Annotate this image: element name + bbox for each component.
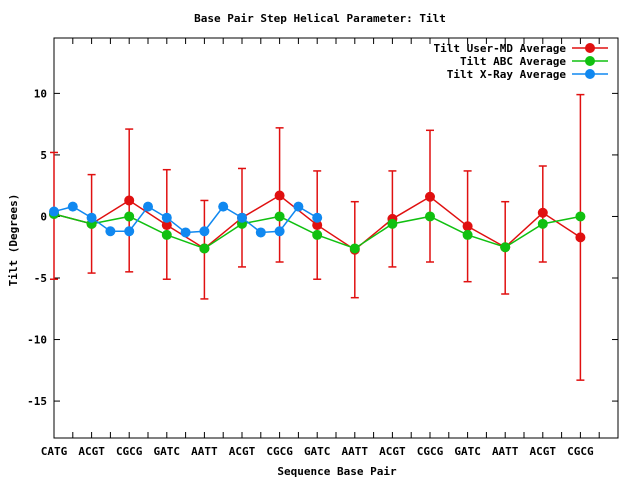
data-point [237,212,247,223]
y-tick-label: -15 [27,395,47,408]
data-point [161,229,172,240]
x-tick-label: CGCG [417,445,444,458]
data-point [575,232,586,243]
data-point [537,218,548,229]
y-tick-label: 10 [34,87,47,100]
y-tick-label: 0 [40,210,47,223]
data-point [218,201,229,212]
x-tick-label: CGCG [266,445,293,458]
data-point [274,226,285,237]
x-tick-label: ACGT [78,445,105,458]
legend-marker [585,43,595,53]
data-point [143,201,153,212]
x-tick-label: CGCG [116,445,143,458]
data-point [349,243,360,254]
data-point [49,206,59,217]
legend-label: Tilt X-Ray Average [447,68,567,81]
data-point [67,201,78,212]
x-tick-label: ACGT [229,445,256,458]
data-point [199,243,210,254]
legend-label: Tilt ABC Average [460,55,566,68]
x-axis: CATG ACGT CGCG GATC AATT ACGT CGCG GATC AATT ACGT… [41,38,619,458]
y-axis-label: Tilt (Degrees) [7,194,20,287]
data-point [293,201,304,212]
x-tick-label: CATG [41,445,68,458]
x-tick-label: ACGT [379,445,406,458]
x-tick-label: AATT [191,445,218,458]
data-point [312,212,323,223]
chart-title: Base Pair Step Helical Parameter: Tilt [194,12,446,25]
x-tick-label: CGCG [567,445,594,458]
data-point [124,195,135,206]
data-point [462,221,473,232]
data-point [105,226,116,237]
x-tick-label: AATT [492,445,519,458]
data-point [255,227,266,238]
data-point [161,212,172,223]
data-point [425,191,435,202]
data-point [312,220,323,231]
y-tick-label: 5 [40,149,47,162]
legend-marker [585,69,595,79]
x-tick-label: AATT [342,445,369,458]
data-point [274,190,285,201]
series-3 [49,201,323,238]
data-point [274,211,285,222]
x-tick-label: ACGT [530,445,557,458]
data-point [425,211,435,222]
data-point [161,220,172,231]
data-point [462,229,473,240]
legend-label: Tilt User-MD Average [434,42,567,55]
x-tick-label: GATC [454,445,481,458]
data-point [124,211,135,222]
x-tick-label: GATC [154,445,181,458]
y-tick-label: -10 [27,334,47,347]
data-point [387,218,398,229]
y-tick-label: -5 [34,272,47,285]
y-axis: 10 5 0 -5 -10 -15 [27,87,618,408]
data-point [537,207,548,218]
data-point [312,229,323,240]
series-layer [49,93,586,381]
data-point [124,226,135,237]
x-axis-label: Sequence Base Pair [277,465,397,478]
data-point [180,227,191,238]
data-point [575,211,586,222]
data-point [86,212,97,223]
x-tick-label: GATC [304,445,331,458]
data-point [199,226,210,237]
legend-marker [585,56,595,66]
data-point [500,242,511,253]
